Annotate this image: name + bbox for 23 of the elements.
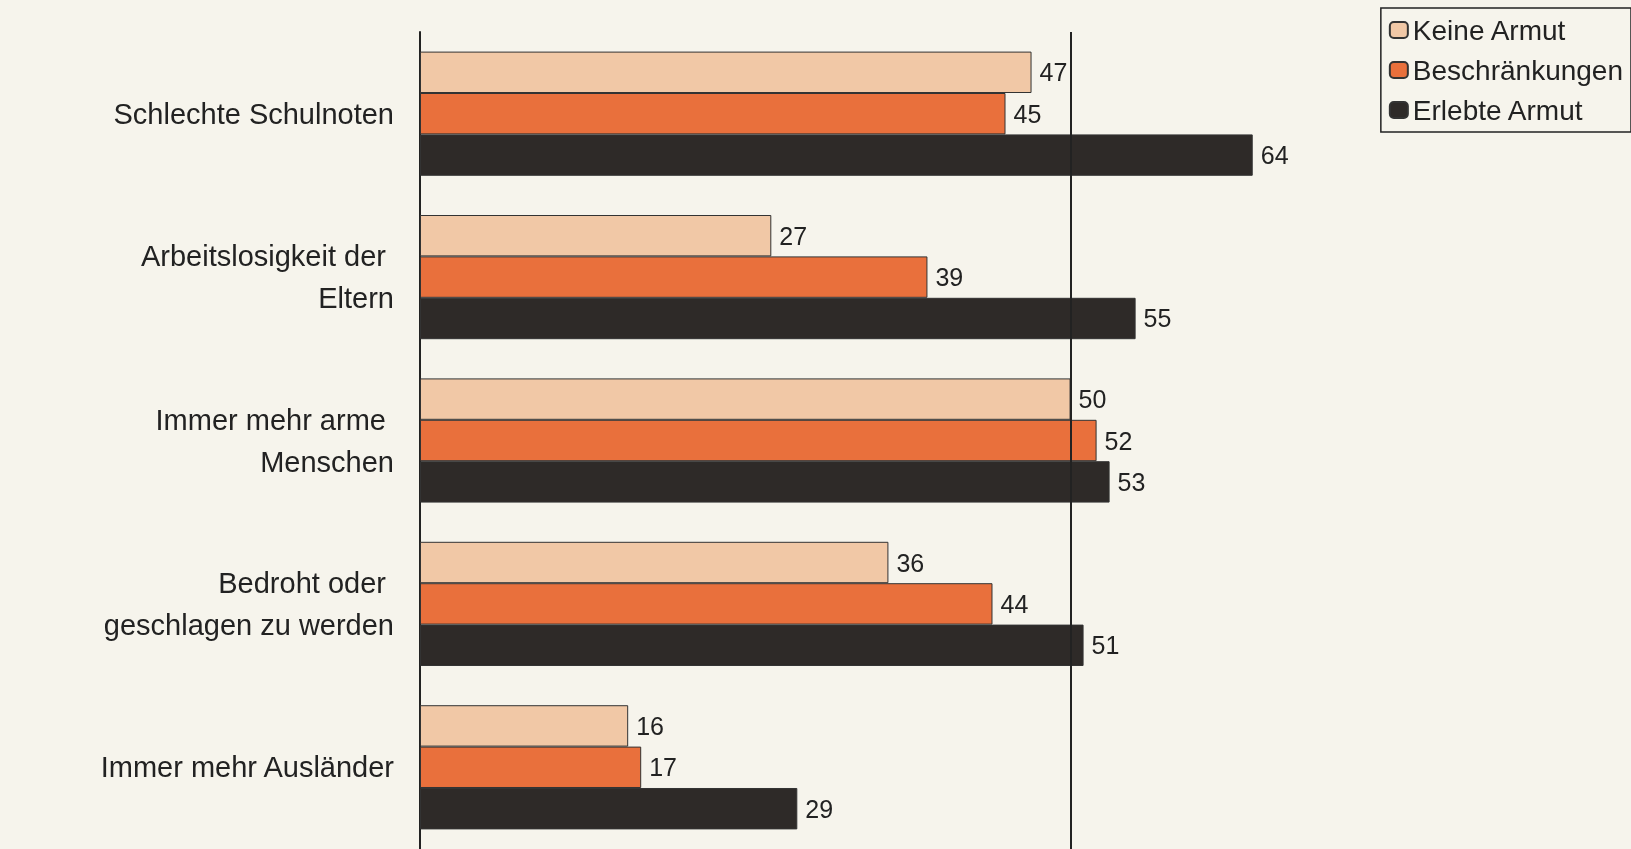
data-label: 45 (1013, 99, 1042, 128)
data-label: 36 (896, 548, 925, 577)
y-tick-label: Bedroht oder geschlagen zu werden (103, 566, 394, 641)
data-label: 16 (636, 711, 664, 740)
legend-label: Beschränkungen (1412, 54, 1624, 86)
legend-label: Erlebte Armut (1412, 94, 1583, 126)
data-label: 29 (805, 794, 834, 823)
data-label: 55 (1143, 304, 1172, 333)
data-label: 27 (779, 221, 808, 250)
data-label: 47 (1039, 58, 1068, 87)
data-label: 17 (649, 753, 677, 782)
y-tick-label: Immer mehr Ausländer (100, 751, 395, 784)
data-label: 39 (935, 263, 964, 292)
data-label: 64 (1260, 141, 1289, 170)
y-tick-label: Arbeitslosigkeit der Eltern (140, 240, 394, 315)
y-tick-label: Immer mehr arme Menschen (155, 403, 394, 478)
data-label: 53 (1117, 467, 1146, 496)
legend-label: Keine Armut (1412, 14, 1566, 46)
data-label: 52 (1104, 426, 1133, 455)
y-tick-label: Schlechte Schulnoten (113, 97, 394, 130)
data-label: 44 (1000, 589, 1029, 618)
data-label: 50 (1078, 385, 1107, 414)
data-label: 51 (1091, 631, 1120, 660)
